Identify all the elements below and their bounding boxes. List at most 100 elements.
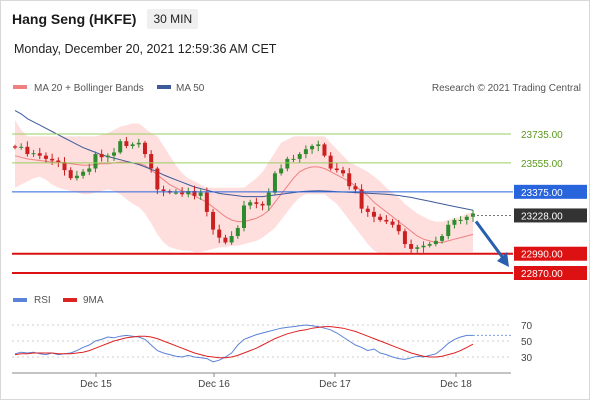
rsi-ma-legend-swatch — [63, 298, 77, 302]
resistance-label: 23735.00 — [521, 130, 563, 141]
level-lines: 23735.00 23555.00 23375.00 23228.00 22990.00… — [12, 130, 587, 280]
candle — [310, 144, 315, 154]
rsi-ma-line — [14, 326, 474, 359]
candle-body — [124, 141, 129, 147]
candle — [260, 201, 265, 211]
timeframe-badge[interactable]: 30 MIN — [147, 9, 199, 29]
candle-body — [260, 203, 265, 206]
candle — [328, 152, 333, 171]
candle — [365, 205, 370, 217]
support-label: 22990.00 — [521, 250, 563, 261]
candle-body — [464, 216, 469, 220]
price-plot — [13, 110, 475, 256]
candle-body — [316, 144, 321, 147]
candle-body — [384, 219, 389, 222]
candle — [291, 154, 296, 163]
candle — [229, 231, 234, 245]
ma50-legend-swatch — [157, 85, 171, 89]
candle — [211, 208, 216, 235]
candle-body — [87, 168, 92, 172]
candle — [279, 164, 284, 176]
level-support: 22990.00 — [12, 246, 587, 261]
candle — [37, 147, 42, 160]
candle — [223, 234, 228, 245]
candle — [440, 233, 445, 244]
candle-body — [198, 192, 203, 196]
candle-body — [62, 162, 67, 171]
candle-body — [43, 155, 48, 159]
candle — [68, 167, 73, 181]
candle-body — [378, 216, 383, 220]
candle — [74, 170, 79, 181]
rsi-tick-label: 50 — [521, 337, 533, 348]
rsi-line — [14, 324, 473, 363]
candle — [303, 145, 308, 159]
candle-body — [81, 171, 86, 176]
level-resistance: 23555.00 — [12, 159, 563, 170]
candle-body — [303, 149, 308, 155]
candle-body — [334, 168, 339, 171]
candle-body — [409, 244, 414, 249]
pivot-label: 23375.00 — [521, 188, 563, 199]
candle — [409, 239, 414, 254]
candle — [254, 197, 259, 209]
candle — [248, 199, 253, 210]
candle-body — [359, 189, 364, 209]
candle-body — [440, 236, 445, 241]
candle — [56, 157, 61, 168]
candle-body — [173, 192, 178, 194]
time-tick-label: Dec 15 — [80, 379, 112, 390]
candle — [242, 200, 246, 232]
candle-body — [56, 160, 61, 163]
candle — [142, 140, 147, 158]
candle — [43, 152, 48, 163]
candle-body — [371, 211, 376, 217]
candle-body — [254, 202, 259, 204]
candle — [384, 215, 389, 224]
candle — [464, 214, 469, 225]
candle-body — [155, 168, 160, 190]
candle-body — [192, 191, 197, 196]
candle — [415, 244, 420, 254]
candle — [198, 189, 203, 200]
candle-body — [328, 155, 333, 169]
support-label-box — [514, 246, 587, 261]
candle-body — [99, 154, 104, 158]
candle-body — [19, 146, 24, 148]
candle-body — [130, 144, 135, 147]
candle-body — [31, 153, 36, 155]
candle-body — [458, 219, 463, 221]
candle-body — [427, 244, 432, 246]
current-price-label: 23228.00 — [521, 211, 563, 222]
rsi-tick-label: 70 — [521, 321, 533, 332]
candle-body — [223, 237, 228, 243]
candle — [93, 151, 98, 173]
candle-body — [390, 221, 395, 225]
candle — [192, 185, 197, 200]
candle-body — [421, 245, 426, 248]
candle — [81, 168, 86, 179]
candle-body — [211, 211, 216, 230]
candle-body — [105, 155, 110, 158]
candle — [87, 163, 92, 176]
candle-body — [235, 227, 240, 237]
ma20-legend-label: MA 20 + Bollinger Bands — [34, 83, 144, 94]
candle-body — [204, 192, 209, 212]
current-price-box — [514, 208, 587, 223]
candle — [161, 185, 166, 197]
candle — [421, 241, 426, 253]
chart-date: Monday, December 20, 2021 12:59:36 AM CE… — [14, 42, 277, 56]
candle-body — [396, 224, 401, 232]
candle — [130, 142, 135, 149]
candle — [347, 168, 352, 190]
candle — [217, 224, 222, 244]
level-pivot: 23375.00 — [12, 184, 587, 199]
candle-body — [285, 158, 290, 169]
candle-body — [37, 153, 42, 156]
candle-body — [310, 146, 315, 150]
candle-body — [74, 175, 79, 179]
candle-body — [402, 231, 407, 245]
candle — [31, 149, 36, 158]
candle — [316, 140, 321, 152]
